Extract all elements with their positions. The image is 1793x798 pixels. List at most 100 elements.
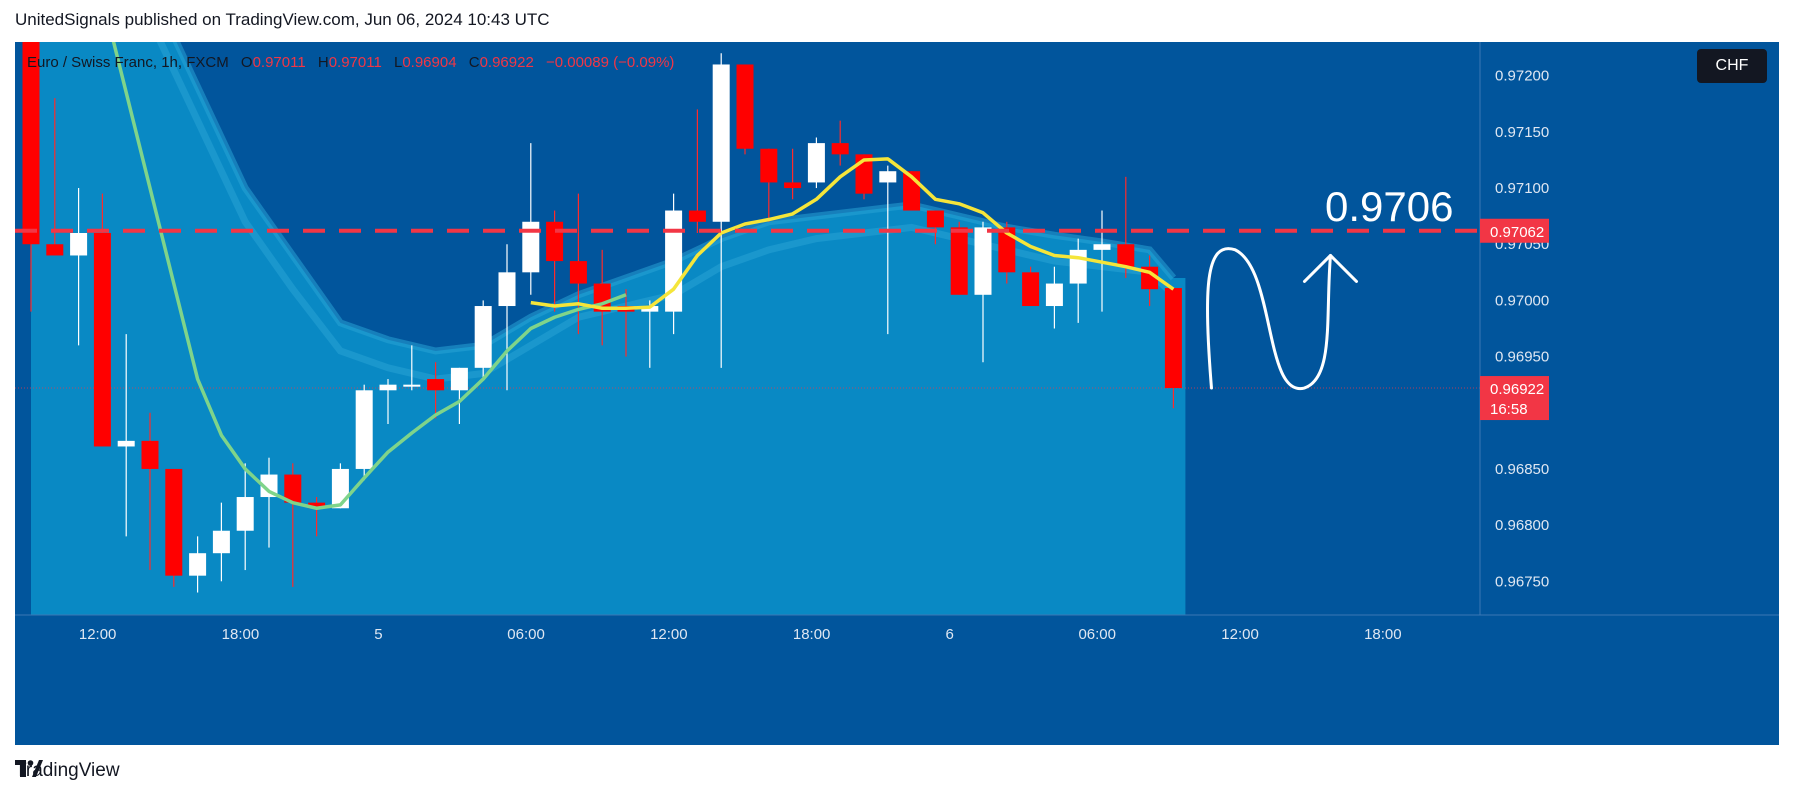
candle	[117, 334, 135, 537]
ma-slow-line	[111, 42, 627, 511]
candle	[1117, 176, 1135, 278]
symbol-legend: Euro / Swiss Franc, 1h, FXCM O0.97011 H 0…	[27, 54, 674, 71]
candle-body	[807, 143, 825, 183]
candle-body	[403, 384, 421, 387]
candle-body	[926, 210, 944, 228]
candle	[189, 536, 207, 593]
candle-body	[1093, 244, 1111, 250]
ma-fast-line	[530, 157, 1175, 311]
price-tick-label: 0.97000	[1495, 292, 1549, 309]
candle	[165, 468, 183, 587]
candle-body	[355, 390, 373, 469]
current-price-box	[1480, 376, 1549, 421]
tradingview-logo-icon	[15, 760, 43, 777]
time-tick-label: 06:00	[1078, 626, 1116, 643]
candle-body	[1164, 288, 1182, 389]
publish-header: UnitedSignals published on TradingView.c…	[15, 10, 550, 29]
candle-body	[236, 497, 254, 531]
candle-body	[1045, 283, 1063, 307]
price-tick-label: 0.96950	[1495, 349, 1549, 366]
time-axis-bg	[15, 615, 1779, 652]
high-label: H	[317, 54, 329, 71]
candle	[260, 457, 278, 548]
candle-body	[450, 367, 468, 391]
candle	[522, 143, 540, 295]
open-label: O	[240, 54, 253, 71]
footer-brand-text: TradingView	[15, 760, 120, 781]
footer-brand[interactable]: TradingView	[15, 760, 120, 782]
candle-body	[427, 379, 445, 391]
chart-panel[interactable]: 0.9706 0.97200 0.97150 0.97100 0.97050 0.9700…	[15, 42, 1779, 745]
time-tick-label: 18:00	[1364, 626, 1402, 643]
candle	[284, 463, 302, 587]
candle	[1022, 266, 1040, 307]
price-chart[interactable]: 0.97060.972000.971500.971000.970500.9700…	[15, 42, 1779, 745]
candle	[1045, 266, 1063, 329]
time-tick-label: 5	[374, 626, 382, 643]
candle	[760, 148, 778, 222]
candle-body	[522, 221, 540, 273]
price-tick-label: 0.97150	[1495, 124, 1549, 141]
symbol-title: Euro / Swiss Franc, 1h, FXCM	[27, 54, 229, 71]
candle-body	[736, 64, 754, 149]
projection-arrow-head	[1302, 253, 1358, 283]
price-tick-label: 0.97100	[1495, 180, 1549, 197]
candle-body	[308, 502, 326, 509]
price-tick-label: 0.96750	[1495, 573, 1549, 590]
candle-body	[998, 227, 1016, 273]
price-tick-label: 0.96850	[1495, 461, 1549, 478]
candle-body	[284, 474, 302, 503]
candle	[22, 42, 40, 312]
candle	[665, 193, 683, 335]
candle	[93, 193, 111, 447]
candle	[1164, 288, 1182, 409]
candle	[784, 148, 802, 200]
candle-body	[569, 261, 587, 284]
candle	[926, 210, 944, 245]
projection-wave	[1205, 247, 1332, 390]
candle-body	[1117, 244, 1135, 267]
candle-body	[93, 233, 111, 447]
candle	[807, 137, 825, 189]
candle	[450, 367, 468, 424]
time-tick-label: 12:00	[1221, 626, 1259, 643]
time-tick-label: 06:00	[507, 626, 545, 643]
candle	[736, 64, 754, 155]
current-price-label: 0.96922	[1490, 381, 1544, 398]
candle-body	[1022, 272, 1040, 307]
level-price-box	[1480, 218, 1549, 243]
candle	[427, 362, 445, 419]
candle	[308, 497, 326, 537]
candle	[403, 345, 421, 391]
candle-body	[117, 440, 135, 447]
candle	[879, 165, 897, 335]
candle-body	[212, 530, 230, 554]
candle-body	[70, 233, 88, 256]
candle-body	[165, 468, 183, 576]
candle	[498, 244, 516, 391]
candle-body	[46, 244, 64, 256]
open-value: 0.97011	[252, 54, 306, 71]
candle	[831, 120, 849, 166]
candle-body	[688, 210, 706, 222]
candle	[474, 300, 492, 380]
candle-body	[546, 221, 564, 262]
countdown-label: 16:58	[1490, 401, 1528, 418]
candle	[546, 210, 564, 312]
time-tick-label: 12:00	[79, 626, 117, 643]
time-tick-label: 18:00	[793, 626, 831, 643]
currency-button[interactable]: CHF	[1697, 49, 1767, 83]
candle-body	[379, 384, 397, 391]
candle	[974, 221, 992, 363]
candle-body	[784, 182, 802, 189]
candle-body	[950, 227, 968, 295]
candle	[950, 221, 968, 295]
candle-body	[498, 272, 516, 307]
price-tick-label: 0.96800	[1495, 517, 1549, 534]
price-tick-label: 0.97200	[1495, 68, 1549, 85]
candle-body	[474, 306, 492, 368]
low-value: 0.96904	[402, 54, 457, 71]
candle-body	[189, 553, 207, 576]
change-value: −0.00089 (−0.09%)	[545, 54, 675, 71]
close-label: C	[468, 54, 480, 71]
